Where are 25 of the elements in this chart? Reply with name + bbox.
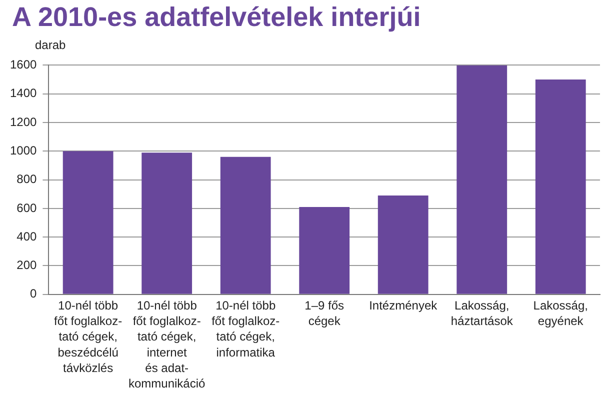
- x-tick-label: 1–9 fős cégek: [304, 298, 344, 328]
- y-tick-label: 200: [16, 258, 38, 272]
- chart-title: A 2010-es adatfelvételek interjúi: [12, 2, 421, 33]
- bar: [456, 65, 508, 294]
- bar: [142, 152, 192, 294]
- bar: [378, 196, 428, 294]
- bar: [299, 207, 350, 294]
- bar: [220, 156, 271, 294]
- y-tick-label: 800: [16, 172, 38, 186]
- y-tick-label: 400: [16, 229, 38, 244]
- x-tick-label: Lakosság, egyének: [533, 298, 588, 328]
- x-tick-label: Intézmények: [369, 298, 438, 313]
- y-tick-label: 1600: [10, 58, 38, 72]
- y-tick-label: 1000: [10, 143, 38, 158]
- bar: [535, 80, 586, 294]
- x-tick-label: Lakosság, háztartások: [450, 298, 514, 328]
- x-tick-label: 10-nél több főt foglalkoz- tató cégek, internet és adat- kommunikáció: [128, 298, 206, 391]
- x-tick-label: 10-nél több főt foglalkoz- tató cégek, beszédcélú távközlés: [54, 298, 122, 375]
- y-axis-title: darab: [35, 38, 66, 52]
- bar: [62, 151, 114, 294]
- y-tick-label: 0: [30, 286, 38, 301]
- y-tick-label: 600: [16, 200, 38, 215]
- y-tick-label: 1400: [10, 86, 38, 100]
- y-tick-label: 1200: [10, 114, 38, 129]
- x-tick-label: 10-nél több főt foglalkoz- tató cégek, informatika: [212, 298, 280, 360]
